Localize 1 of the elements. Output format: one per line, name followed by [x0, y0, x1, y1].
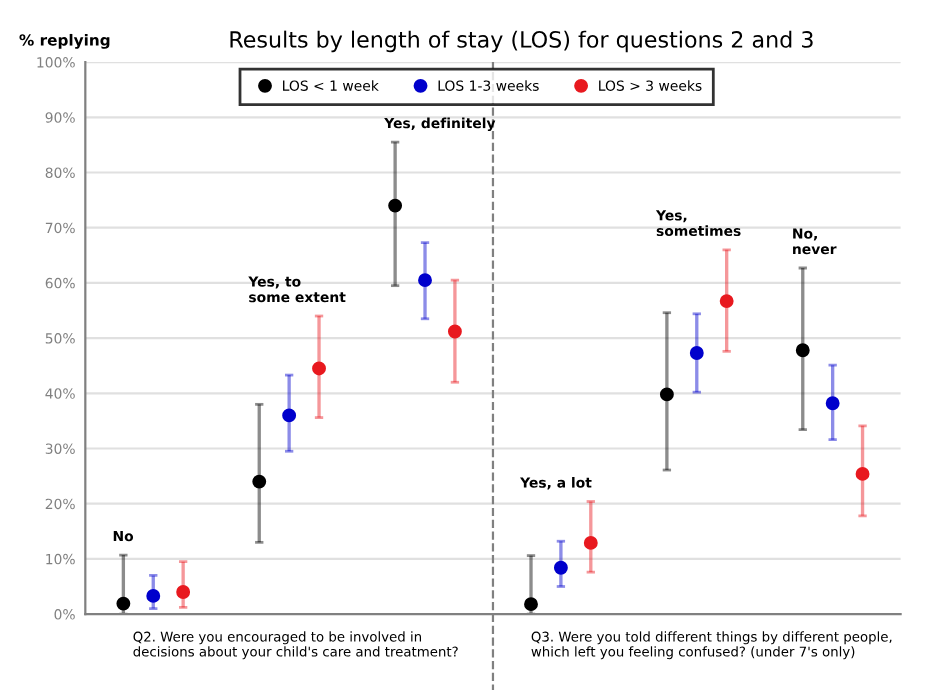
chart-title: Results by length of stay (LOS) for questions 2 and 3: [230, 30, 813, 53]
